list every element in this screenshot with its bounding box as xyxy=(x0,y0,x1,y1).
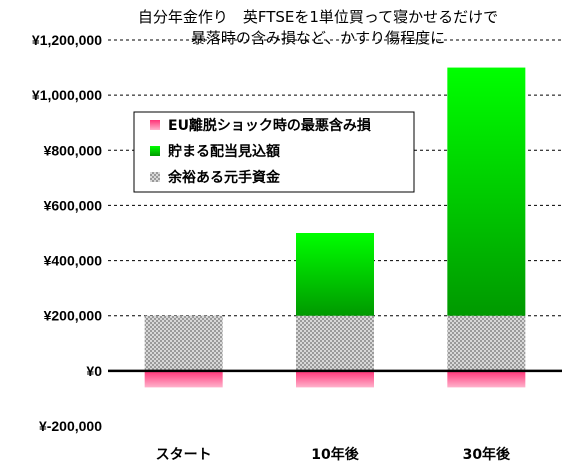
legend-label-dividend: 貯まる配当見込額 xyxy=(168,143,280,160)
y-tick-label: ¥0 xyxy=(86,363,102,379)
bar-dividend xyxy=(447,67,526,316)
category-label: 30年後 xyxy=(463,446,511,463)
legend: EU離脱ショック時の最悪含み損 貯まる配当見込額 余裕ある元手資金 xyxy=(133,111,415,193)
y-tick-label: ¥400,000 xyxy=(44,253,103,269)
category-label: 10年後 xyxy=(311,446,359,463)
category-label: スタート xyxy=(156,447,212,463)
y-tick-label: ¥-200,000 xyxy=(39,418,102,434)
legend-swatch-principal xyxy=(150,172,160,182)
legend-label-loss: EU離脱ショック時の最悪含み損 xyxy=(168,117,372,134)
y-tick-label: ¥1,000,000 xyxy=(32,87,102,103)
legend-swatch-loss xyxy=(150,120,160,130)
y-tick-label: ¥200,000 xyxy=(44,308,103,324)
y-tick-label: ¥1,200,000 xyxy=(32,32,102,48)
bar-dividend xyxy=(296,233,374,316)
legend-box xyxy=(133,111,415,193)
category-labels: スタート 10年後 30年後 xyxy=(156,446,511,463)
bar-loss xyxy=(447,370,526,388)
bar-loss xyxy=(296,370,374,388)
legend-swatch-dividend xyxy=(150,146,160,156)
y-tick-label: ¥600,000 xyxy=(44,197,103,213)
legend-label-principal: 余裕ある元手資金 xyxy=(167,169,281,186)
y-tick-labels: ¥-200,000 ¥0 ¥200,000 ¥400,000 ¥600,000 ¥800,… xyxy=(32,32,102,434)
bar-principal xyxy=(447,315,526,371)
y-tick-label: ¥800,000 xyxy=(44,142,103,158)
bar-loss xyxy=(144,370,223,388)
bar-principal xyxy=(144,315,223,371)
chart-title-line-1: 自分年金作り 英FTSEを1単位買って寝かせるだけで xyxy=(138,8,498,26)
bars xyxy=(144,67,526,388)
bar-principal xyxy=(296,315,374,371)
chart-title-line-2: 暴落時の含み損など、かすり傷程度に xyxy=(191,29,445,47)
